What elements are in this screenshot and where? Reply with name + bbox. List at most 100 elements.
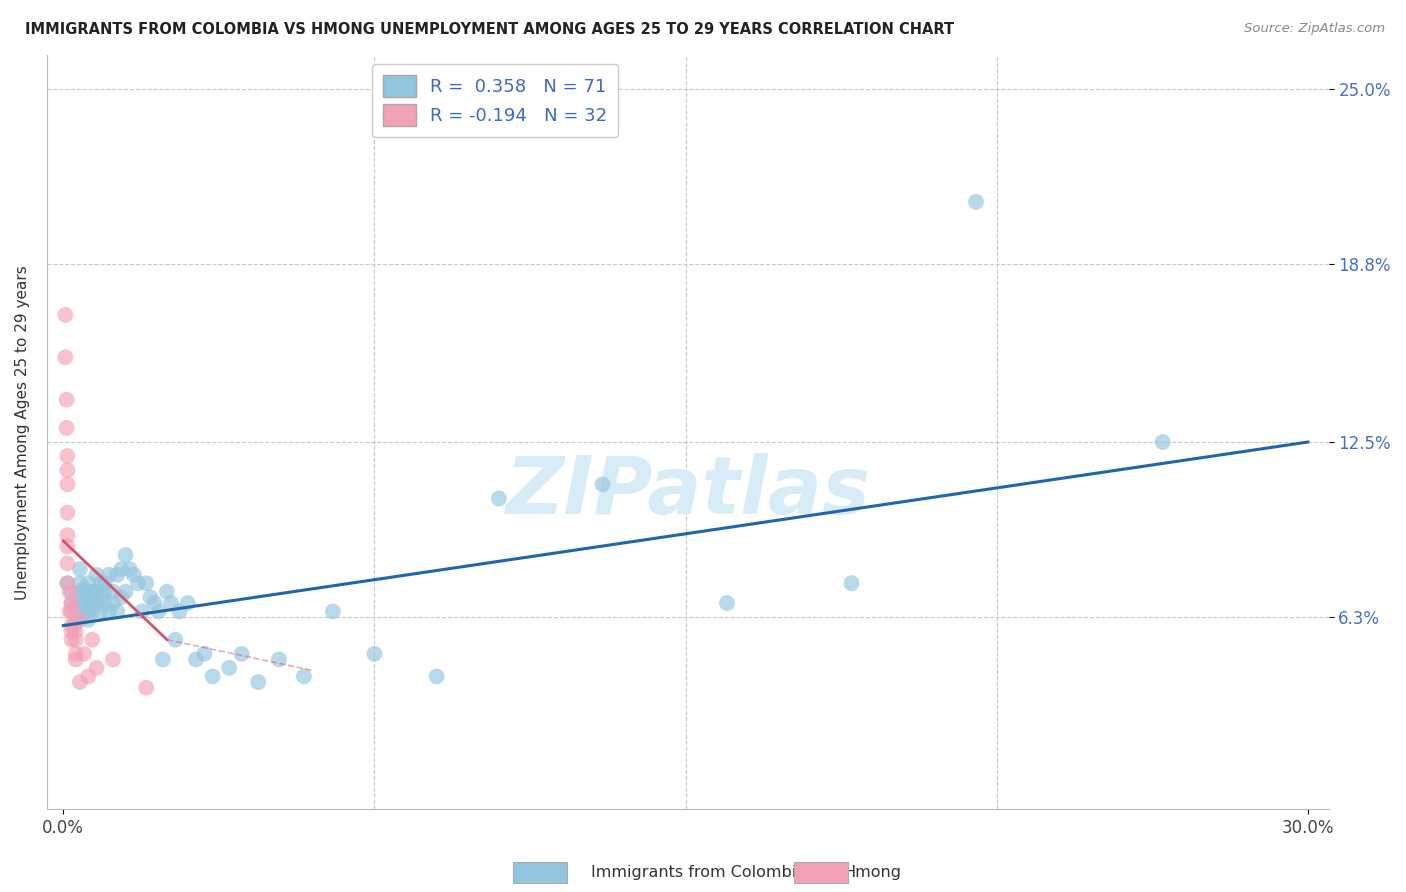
Text: Hmong: Hmong: [844, 865, 901, 880]
Point: [56, 576, 79, 591]
Point: [73, 596, 96, 610]
Point: [97, 604, 120, 618]
Point: [716, 596, 738, 610]
Point: [267, 652, 290, 666]
Point: [58, 604, 80, 618]
Point: [77, 576, 100, 591]
Point: [62, 618, 84, 632]
Point: [156, 584, 179, 599]
Point: [56, 477, 79, 491]
Text: Immigrants from Colombia: Immigrants from Colombia: [591, 865, 806, 880]
Point: [60, 604, 83, 618]
Point: [69, 596, 91, 610]
Point: [122, 567, 145, 582]
Point: [73, 647, 96, 661]
Point: [114, 548, 136, 562]
Point: [363, 647, 385, 661]
Text: IMMIGRANTS FROM COLOMBIA VS HMONG UNEMPLOYMENT AMONG AGES 25 TO 29 YEARS CORRELA: IMMIGRANTS FROM COLOMBIA VS HMONG UNEMPL…: [25, 22, 955, 37]
Point: [82, 632, 104, 647]
Point: [177, 596, 200, 610]
Point: [65, 604, 87, 618]
Point: [60, 624, 83, 639]
Point: [77, 613, 100, 627]
Point: [169, 604, 191, 618]
Point: [56, 463, 79, 477]
Point: [60, 596, 83, 610]
Point: [231, 647, 253, 661]
Point: [592, 477, 614, 491]
Point: [201, 669, 224, 683]
Point: [110, 562, 132, 576]
Point: [965, 194, 987, 209]
Point: [82, 584, 104, 599]
Point: [488, 491, 510, 506]
Point: [56, 528, 79, 542]
Point: [86, 584, 108, 599]
Point: [82, 596, 104, 610]
Point: [292, 669, 315, 683]
Point: [426, 669, 449, 683]
Point: [82, 591, 104, 605]
Point: [105, 604, 128, 618]
Point: [152, 652, 174, 666]
Point: [56, 576, 79, 591]
Point: [73, 584, 96, 599]
Point: [143, 596, 166, 610]
Point: [56, 506, 79, 520]
Point: [165, 632, 187, 647]
Point: [90, 604, 112, 618]
Point: [135, 681, 157, 695]
Point: [55, 421, 77, 435]
Point: [86, 596, 108, 610]
Point: [101, 596, 124, 610]
Point: [69, 562, 91, 576]
Point: [65, 591, 87, 605]
Point: [86, 567, 108, 582]
Point: [90, 576, 112, 591]
Point: [73, 604, 96, 618]
Point: [56, 540, 79, 554]
Point: [58, 584, 80, 599]
Point: [160, 596, 183, 610]
Point: [56, 449, 79, 463]
Point: [53, 351, 76, 365]
Point: [60, 618, 83, 632]
Point: [184, 652, 207, 666]
Point: [53, 308, 76, 322]
Point: [73, 582, 96, 596]
Point: [90, 591, 112, 605]
Point: [139, 591, 162, 605]
Text: ZIPatlas: ZIPatlas: [505, 453, 870, 532]
Point: [114, 584, 136, 599]
Point: [94, 596, 117, 610]
Point: [69, 613, 91, 627]
Point: [77, 604, 100, 618]
Point: [131, 604, 153, 618]
Point: [60, 584, 83, 599]
Point: [101, 652, 124, 666]
Point: [1152, 435, 1174, 450]
Point: [247, 675, 270, 690]
Point: [86, 661, 108, 675]
Point: [60, 632, 83, 647]
Point: [218, 661, 240, 675]
Point: [97, 567, 120, 582]
Point: [77, 591, 100, 605]
Point: [69, 675, 91, 690]
Point: [101, 584, 124, 599]
Text: Source: ZipAtlas.com: Source: ZipAtlas.com: [1244, 22, 1385, 36]
Point: [65, 647, 87, 661]
Point: [193, 647, 215, 661]
Point: [105, 567, 128, 582]
Point: [322, 604, 344, 618]
Point: [65, 632, 87, 647]
Point: [55, 392, 77, 407]
Point: [65, 652, 87, 666]
Point: [94, 584, 117, 599]
Y-axis label: Unemployment Among Ages 25 to 29 years: Unemployment Among Ages 25 to 29 years: [15, 265, 30, 599]
Point: [69, 576, 91, 591]
Point: [841, 576, 863, 591]
Point: [94, 576, 117, 591]
Point: [135, 576, 157, 591]
Point: [110, 591, 132, 605]
